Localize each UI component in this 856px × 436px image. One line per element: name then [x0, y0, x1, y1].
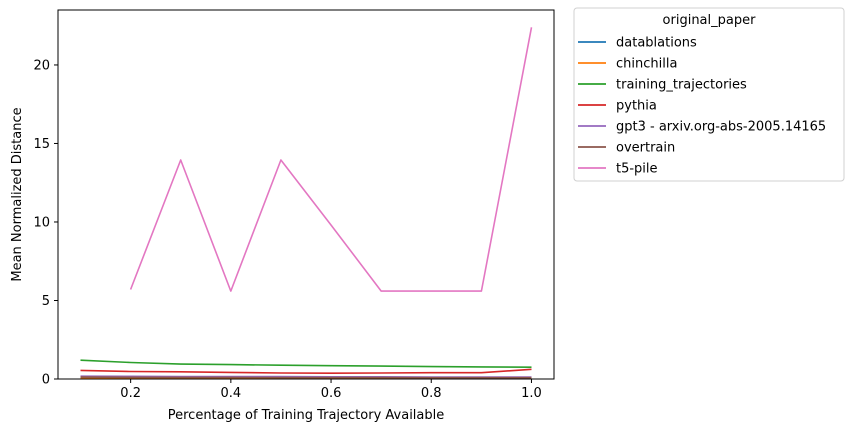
legend-frame [574, 8, 844, 181]
y-axis: 0 5 10 15 20 [33, 58, 58, 387]
y-tick-label: 10 [33, 215, 50, 230]
legend-entry-label: t5-pile [616, 162, 658, 177]
series-layer [81, 27, 532, 378]
plot-area-frame [58, 10, 554, 379]
x-tick-label: 0.2 [120, 386, 141, 401]
legend-entry-label: overtrain [616, 141, 675, 156]
y-tick-label: 20 [33, 58, 50, 73]
y-tick-label: 0 [42, 373, 50, 388]
x-axis-title: Percentage of Training Trajectory Availa… [168, 408, 445, 423]
series-line-pythia [81, 369, 532, 373]
y-tick-label: 5 [42, 294, 50, 309]
x-tick-label: 0.8 [421, 386, 442, 401]
legend: original_paper datablations chinchilla tra… [574, 8, 844, 181]
legend-entry-label: datablations [616, 36, 697, 51]
x-axis: 0.2 0.4 0.6 0.8 1.0 [120, 379, 541, 401]
legend-entry-label: chinchilla [616, 57, 677, 72]
y-axis-title: Mean Normalized Distance [10, 107, 25, 281]
series-line-training-trajectories [81, 360, 532, 367]
x-tick-label: 0.6 [321, 386, 342, 401]
legend-entry-label: gpt3 - arxiv.org-abs-2005.14165 [616, 120, 826, 135]
series-line-overtrain [81, 377, 532, 378]
x-tick-label: 0.4 [221, 386, 242, 401]
legend-title: original_paper [663, 13, 757, 28]
y-tick-label: 15 [33, 137, 50, 152]
x-tick-label: 1.0 [521, 386, 542, 401]
series-line-t5-pile [131, 27, 532, 291]
legend-entry-label: training_trajectories [616, 78, 747, 93]
legend-entry-label: pythia [616, 99, 657, 114]
